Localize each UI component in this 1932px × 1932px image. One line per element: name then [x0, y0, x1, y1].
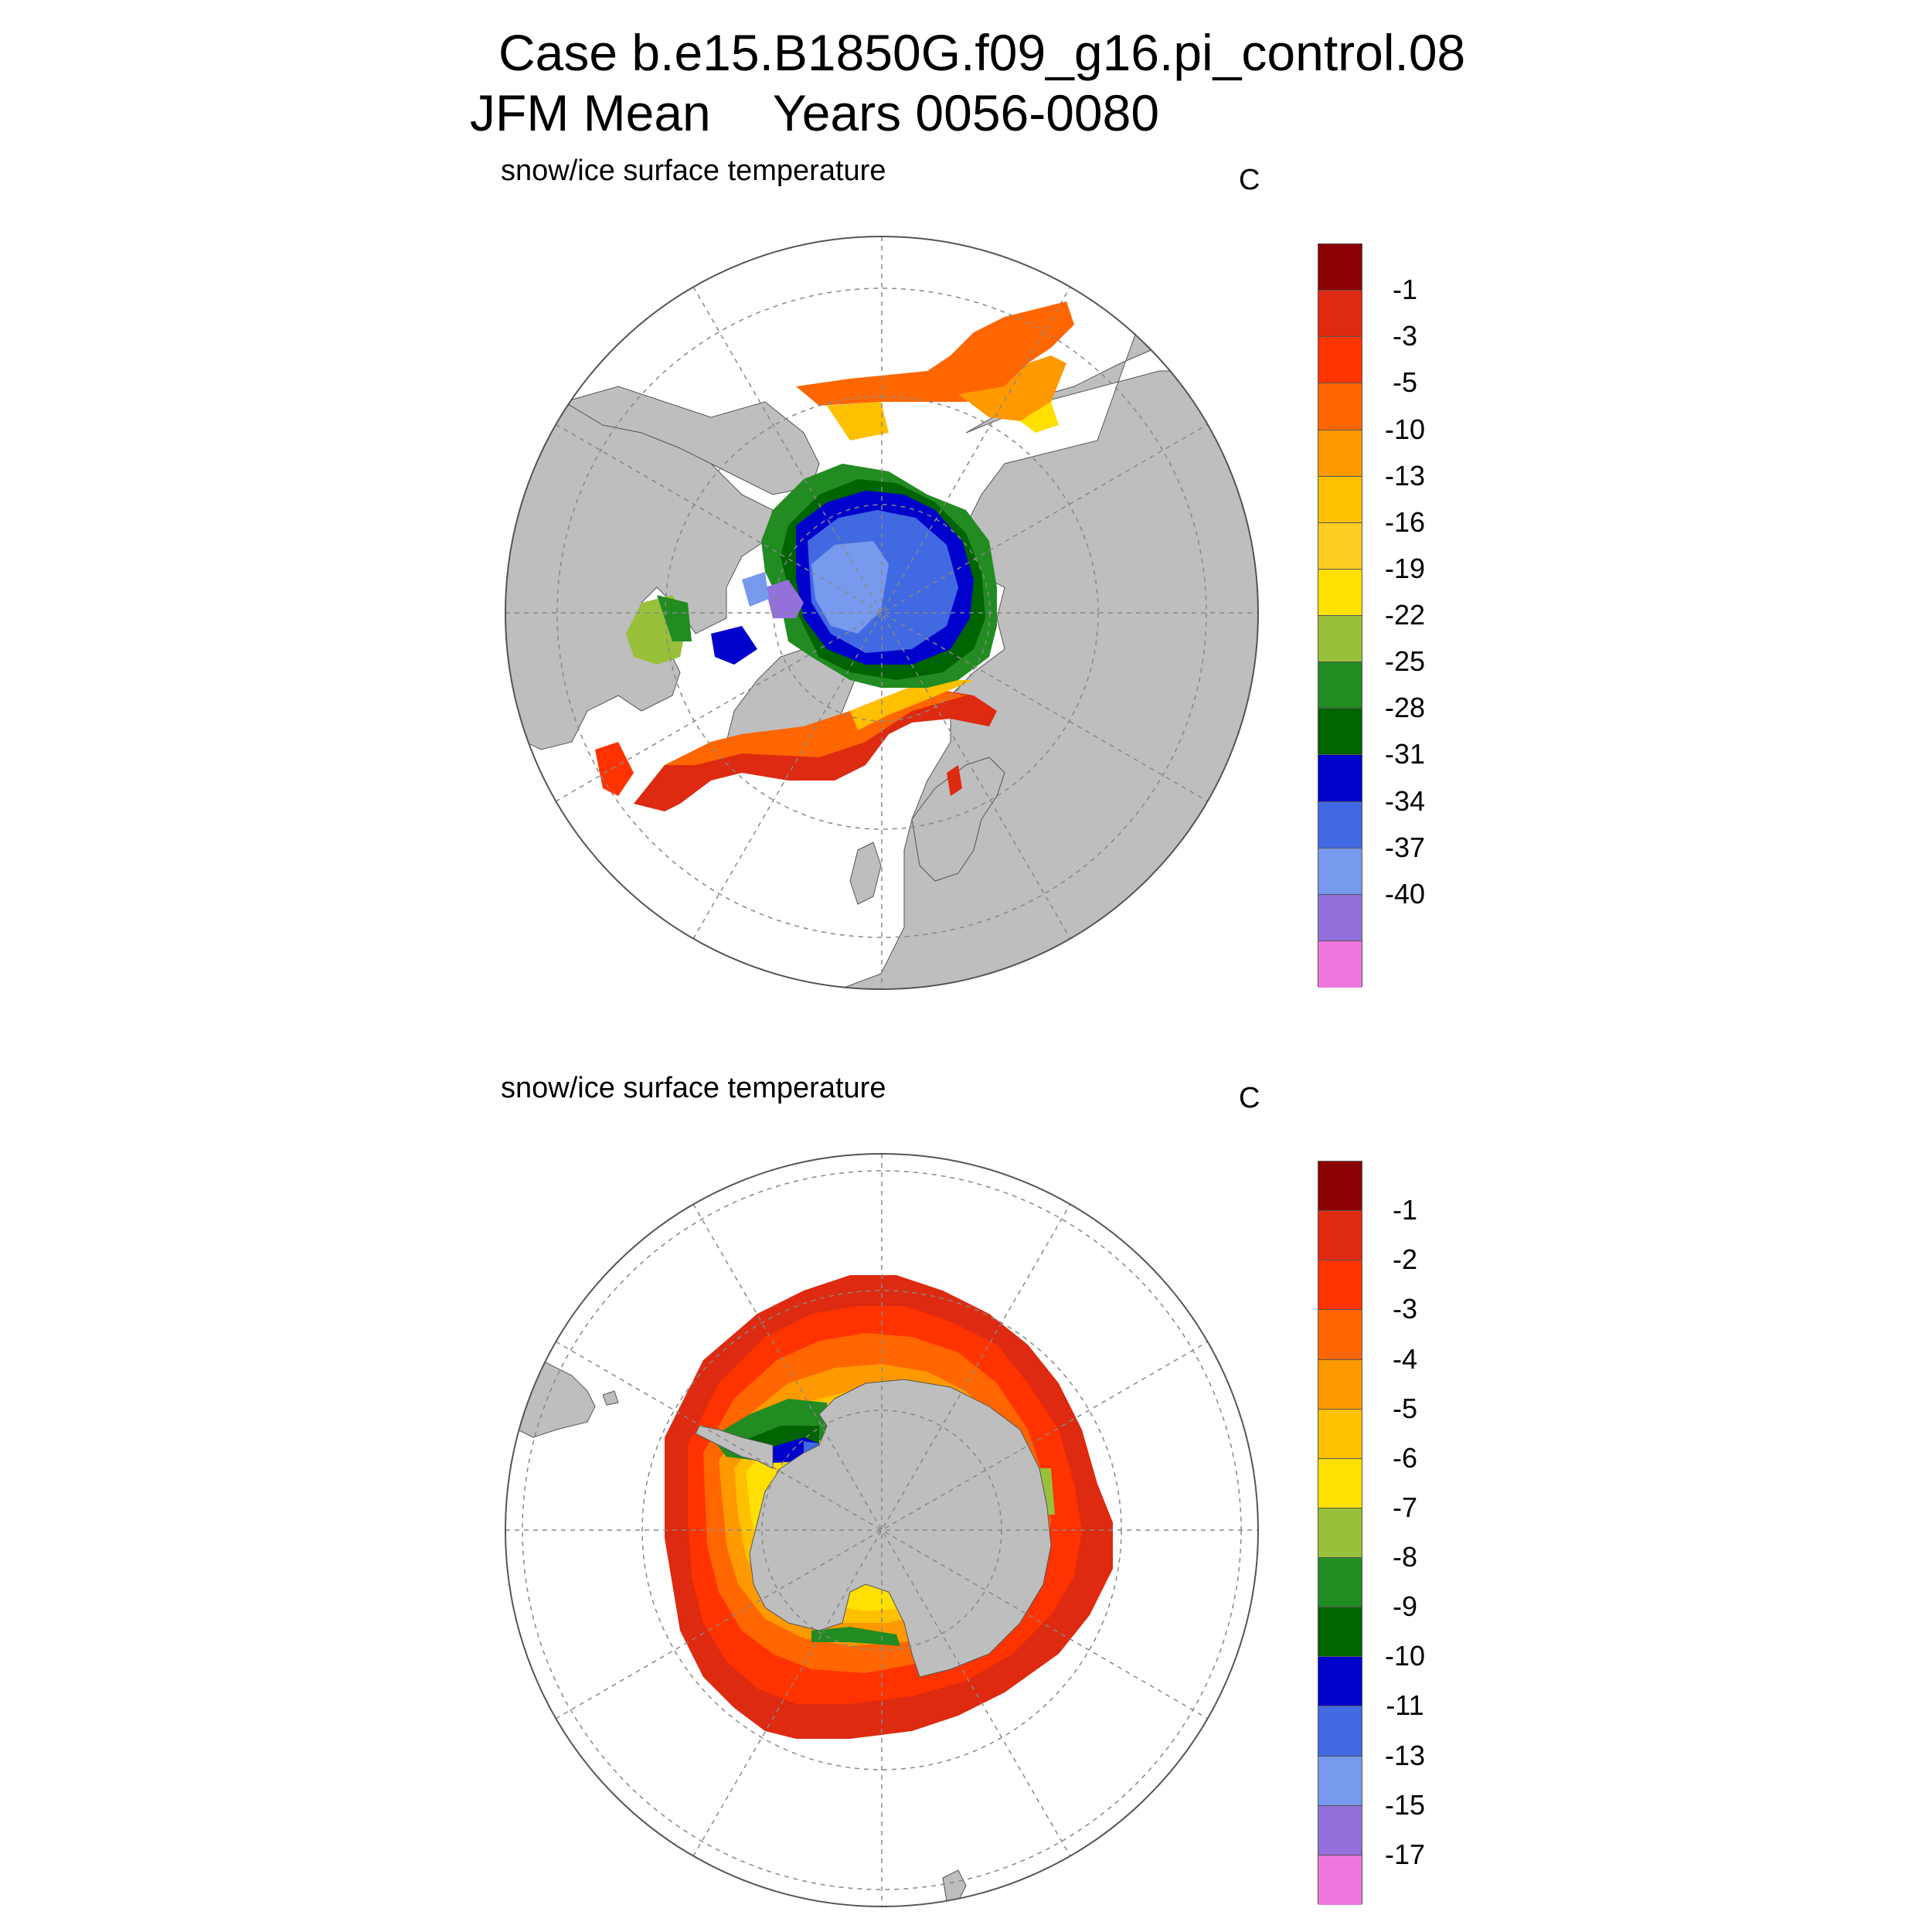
- colorbar-segment: [1318, 1657, 1362, 1707]
- colorbar-tick-label: -19: [1384, 552, 1426, 584]
- colorbar-tick-label: -22: [1384, 599, 1426, 631]
- arctic-graticule: [505, 236, 1258, 989]
- colorbar-tick-label: -10: [1384, 413, 1426, 445]
- antarctic-map: [505, 1153, 1259, 1907]
- colorbar-segment: [1318, 569, 1362, 616]
- colorbar-segment: [1318, 1756, 1362, 1806]
- arctic-variable-label: snow/ice surface temperature: [501, 155, 886, 187]
- colorbar-tick-label: -4: [1392, 1342, 1418, 1375]
- colorbar-tick-label: -8: [1392, 1541, 1418, 1573]
- colorbar-segment: [1318, 1558, 1362, 1608]
- colorbar-tick-label: -5: [1392, 366, 1418, 399]
- colorbar-segment: [1318, 244, 1362, 291]
- arctic-map: [505, 236, 1259, 990]
- colorbar-tick-label: -11: [1386, 1689, 1424, 1722]
- uk-land: [849, 842, 882, 905]
- figure-title-case: Case b.e15.B1850G.f09_g16.pi_control.08: [498, 24, 1466, 81]
- arctic-sea-ice: [595, 301, 1074, 811]
- colorbar-tick-label: -2: [1392, 1243, 1418, 1276]
- colorbar-tick-label: -13: [1384, 1739, 1426, 1771]
- colorbar-tick-label: -34: [1384, 784, 1426, 817]
- antarctic-graticule: [505, 1154, 1258, 1906]
- arctic-colorbar: [1318, 243, 1362, 988]
- colorbar-segment: [1318, 1359, 1362, 1410]
- colorbar-segment: [1318, 1162, 1362, 1212]
- colorbar-segment: [1318, 1458, 1362, 1509]
- antarctic-colorbar: [1318, 1161, 1362, 1905]
- colorbar-tick-label: -13: [1384, 459, 1426, 492]
- colorbar-segment: [1318, 1706, 1362, 1757]
- colorbar-segment: [1318, 755, 1362, 802]
- antarctica-land: [749, 1379, 1052, 1678]
- colorbar-segment: [1318, 1607, 1362, 1658]
- colorbar-segment: [1318, 522, 1362, 570]
- colorbar-segment: [1318, 709, 1362, 756]
- colorbar-tick-label: -10: [1384, 1640, 1426, 1672]
- colorbar-tick-label: -9: [1392, 1590, 1418, 1623]
- colorbar-segment: [1318, 1211, 1362, 1261]
- colorbar-tick-label: -5: [1392, 1392, 1418, 1424]
- colorbar-tick-label: -40: [1384, 877, 1426, 910]
- colorbar-segment: [1318, 430, 1362, 477]
- scandinavia-land: [911, 757, 1005, 882]
- colorbar-segment: [1318, 662, 1362, 709]
- colorbar-tick-label: -25: [1384, 645, 1426, 678]
- colorbar-segment: [1318, 1855, 1362, 1905]
- colorbar-tick-label: -6: [1392, 1441, 1418, 1474]
- antarctic-variable-label: snow/ice surface temperature: [501, 1072, 886, 1104]
- colorbar-tick-label: -17: [1384, 1838, 1426, 1870]
- colorbar-segment: [1318, 894, 1362, 941]
- antarctic-peninsula-land: [695, 1425, 774, 1469]
- colorbar-segment: [1318, 940, 1362, 988]
- colorbar-segment: [1318, 1260, 1362, 1311]
- colorbar-tick-label: -3: [1392, 1293, 1418, 1325]
- colorbar-segment: [1318, 616, 1362, 663]
- colorbar-tick-label: -7: [1392, 1491, 1418, 1523]
- colorbar-tick-label: -1: [1392, 1194, 1418, 1226]
- colorbar-tick-label: -3: [1392, 320, 1418, 352]
- colorbar-tick-label: -15: [1384, 1788, 1426, 1821]
- colorbar-segment: [1318, 476, 1362, 523]
- figure-title-period: JFM Mean Years 0056-0080: [470, 83, 1159, 142]
- colorbar-tick-label: -37: [1384, 831, 1426, 863]
- new-zealand-land: [942, 1869, 967, 1902]
- years-label: Years 0056-0080: [772, 84, 1160, 141]
- colorbar-tick-label: -28: [1384, 692, 1426, 724]
- colorbar-segment: [1318, 337, 1362, 384]
- colorbar-segment: [1318, 801, 1362, 849]
- colorbar-tick-label: -31: [1384, 738, 1426, 770]
- colorbar-segment: [1318, 1409, 1362, 1459]
- arctic-unit-label: C: [1239, 164, 1260, 196]
- colorbar-segment: [1318, 291, 1362, 338]
- season-label: JFM Mean: [470, 84, 711, 141]
- colorbar-tick-label: -1: [1392, 274, 1418, 306]
- colorbar-segment: [1318, 1310, 1362, 1360]
- colorbar-tick-label: -16: [1384, 505, 1426, 538]
- colorbar-segment: [1318, 1508, 1362, 1558]
- colorbar-segment: [1318, 1805, 1362, 1855]
- colorbar-segment: [1318, 383, 1362, 430]
- colorbar-segment: [1318, 848, 1362, 895]
- antarctic-unit-label: C: [1239, 1082, 1260, 1114]
